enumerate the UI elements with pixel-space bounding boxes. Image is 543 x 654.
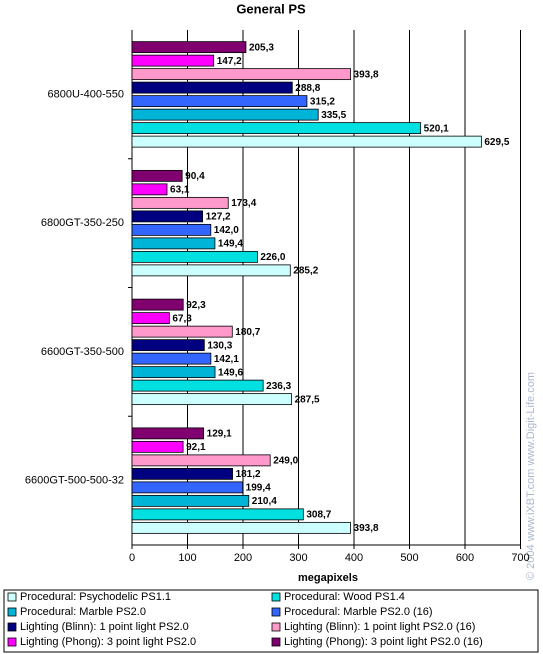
- bar: [131, 95, 308, 108]
- x-tick-label: 300: [289, 552, 307, 564]
- bar: [131, 339, 205, 352]
- legend-swatch: [271, 592, 281, 602]
- legend-swatch: [7, 607, 17, 617]
- bar: [131, 210, 203, 223]
- legend-swatch: [271, 637, 281, 647]
- value-label: 92,3: [186, 300, 206, 311]
- value-label: 149,6: [218, 367, 243, 378]
- value-label: 180,7: [235, 327, 260, 338]
- bar: [131, 481, 244, 494]
- legend-label: Lighting (Phong): 3 point light PS2.0: [20, 636, 196, 648]
- bar: [131, 169, 183, 182]
- bar: [131, 494, 250, 507]
- bar: [131, 298, 184, 311]
- value-label: 129,1: [207, 429, 232, 440]
- y-tick-label: 6800GT-350-250: [41, 217, 124, 229]
- bar: [131, 122, 422, 135]
- value-label: 127,2: [206, 212, 231, 223]
- value-label: 335,5: [321, 110, 346, 121]
- legend: [3, 589, 539, 653]
- value-label: 147,2: [217, 56, 242, 67]
- value-label: 173,4: [231, 198, 256, 209]
- bar: [131, 223, 212, 236]
- legend-label: Lighting (Blinn): 1 point light PS2.0: [20, 621, 189, 633]
- value-label: 92,1: [186, 442, 206, 453]
- bar: [131, 325, 233, 338]
- x-axis-title: megapixels: [298, 572, 358, 584]
- x-tick-label: 700: [511, 552, 529, 564]
- value-label: 63,1: [170, 185, 190, 196]
- legend-label: Lighting (Phong): 3 point light PS2.0 (1…: [284, 636, 483, 648]
- value-label: 520,1: [424, 123, 449, 134]
- value-label: 130,3: [207, 340, 232, 351]
- bar: [131, 54, 215, 67]
- value-label: 210,4: [252, 496, 277, 507]
- value-label: 393,8: [354, 523, 379, 534]
- legend-swatch: [7, 622, 17, 632]
- y-tick-label: 6600GT-350-500: [41, 346, 124, 358]
- bar: [131, 41, 247, 54]
- bar: [131, 454, 271, 467]
- value-label: 288,8: [295, 83, 320, 94]
- y-tick-label: 6600GT-500-500-32: [25, 475, 124, 487]
- value-label: 199,4: [246, 483, 271, 494]
- value-label: 149,4: [218, 239, 243, 250]
- value-label: 315,2: [310, 96, 335, 107]
- x-tick-label: 600: [456, 552, 474, 564]
- value-label: 393,8: [354, 69, 379, 80]
- legend-label: Procedural: Marble PS2.0 (16): [284, 606, 433, 618]
- bar: [131, 508, 304, 521]
- value-label: 142,1: [214, 354, 239, 365]
- bar: [131, 183, 168, 196]
- x-tick-label: 200: [234, 552, 252, 564]
- bar: [131, 135, 482, 148]
- value-label: 629,5: [484, 137, 509, 148]
- legend-swatch: [271, 607, 281, 617]
- x-tick-label: 500: [400, 552, 418, 564]
- value-label: 249,0: [273, 456, 298, 467]
- bar: [131, 521, 351, 534]
- bar: [131, 250, 258, 263]
- y-tick-label: 6800U-400-550: [48, 88, 124, 100]
- x-tick-label: 400: [345, 552, 363, 564]
- bar: [131, 427, 205, 440]
- bar: [131, 467, 233, 480]
- bar: [131, 366, 216, 379]
- value-label: 205,3: [249, 42, 274, 53]
- value-label: 308,7: [306, 510, 331, 521]
- value-label: 181,2: [236, 469, 261, 480]
- bar: [131, 393, 292, 406]
- bar: [131, 237, 216, 250]
- value-label: 90,4: [185, 171, 205, 182]
- legend-label: Lighting (Blinn): 1 point light PS2.0 (1…: [284, 621, 475, 633]
- legend-label: Procedural: Wood PS1.4: [284, 591, 405, 603]
- legend-swatch: [271, 622, 281, 632]
- value-label: 287,5: [295, 394, 320, 405]
- bar: [131, 196, 229, 209]
- value-label: 67,3: [172, 313, 192, 324]
- chart-title: General PS: [236, 1, 306, 16]
- value-label: 236,3: [266, 381, 291, 392]
- x-tick-label: 100: [178, 552, 196, 564]
- bar: [131, 312, 170, 325]
- legend-label: Procedural: Psychodelic PS1.1: [20, 591, 171, 603]
- bar: [131, 108, 319, 121]
- bar: [131, 440, 184, 453]
- value-label: 285,2: [293, 266, 318, 277]
- value-label: 226,0: [260, 252, 285, 263]
- value-label: 142,0: [214, 225, 239, 236]
- legend-swatch: [7, 637, 17, 647]
- bar: [131, 68, 351, 81]
- legend-label: Procedural: Marble PS2.0: [20, 606, 146, 618]
- bar: [131, 379, 264, 392]
- bar: [131, 264, 291, 277]
- x-tick-label: 0: [129, 552, 135, 564]
- bar: [131, 352, 212, 365]
- bar: [131, 81, 293, 94]
- watermark: © 2004 www.iXBT.com www.Digit-Life.com: [525, 372, 537, 580]
- legend-swatch: [7, 592, 17, 602]
